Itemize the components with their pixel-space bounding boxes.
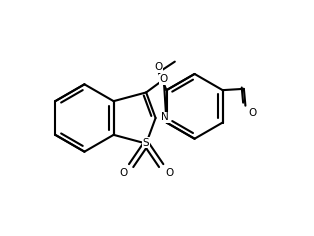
Text: N: N <box>161 113 169 122</box>
Text: O: O <box>154 62 163 72</box>
Text: O: O <box>165 168 173 178</box>
Text: O: O <box>248 108 256 118</box>
Text: O: O <box>119 168 127 178</box>
Text: S: S <box>143 138 149 148</box>
Text: O: O <box>160 75 168 84</box>
